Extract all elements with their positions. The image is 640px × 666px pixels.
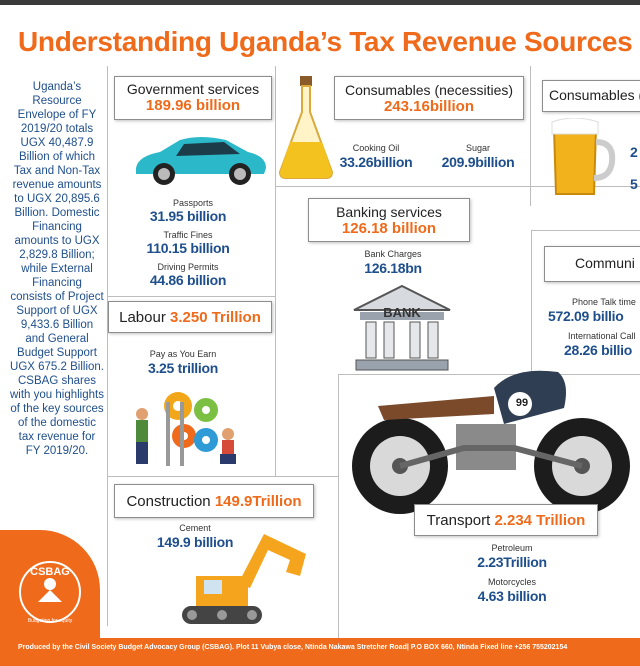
footer: Produced by the Civil Society Budget Adv… — [0, 638, 640, 666]
bank-icon — [353, 284, 451, 371]
motorcycles-value: 4.63 billion — [477, 588, 547, 604]
gears-people-icon — [136, 392, 236, 466]
intro-text: Uganda’s Resource Envelope of FY 2019/20… — [10, 81, 104, 457]
traffic-fines-label: Traffic Fines — [163, 230, 213, 240]
paye-value: 3.25 trillion — [147, 360, 218, 376]
divider — [107, 66, 108, 626]
passports-label: Passports — [172, 198, 214, 208]
paye-label: Pay as You Earn — [149, 349, 217, 359]
oil-flask-icon — [278, 76, 334, 179]
bank-sign: BANK — [383, 305, 421, 320]
csbag-logo-tagline: Budgeting for equity — [27, 618, 73, 624]
construction-header: Construction 149.9Trillion — [114, 484, 314, 518]
international-call-value: 28.26 billio — [564, 342, 632, 358]
divider — [276, 186, 640, 187]
driving-permits-value: 44.86 billion — [149, 272, 227, 288]
labour-total: 3.250 Trillion — [170, 309, 261, 326]
gov-services-heading: Government services — [126, 81, 260, 97]
bank-charges-value: 126.18bn — [364, 260, 422, 276]
transport-total: 2.234 Trillion — [494, 512, 586, 529]
cooking-oil-label: Cooking Oil — [352, 143, 400, 153]
traffic-fines-value: 110.15 billion — [146, 240, 230, 256]
phone-talk-label: Phone Talk time — [572, 297, 636, 307]
communication-heading: Communi — [575, 255, 635, 271]
excavator-icon — [182, 534, 306, 624]
page-title: Understanding Uganda’s Tax Revenue Sourc… — [18, 26, 633, 57]
labour-heading: Labour — [119, 309, 166, 326]
construction-heading: Construction — [126, 493, 211, 510]
divider — [108, 476, 338, 477]
divider — [108, 296, 276, 297]
cement-value: 149.9 billion — [156, 534, 234, 550]
cooking-oil-value: 33.26billion — [339, 154, 413, 170]
sugar-value: 209.9billion — [441, 154, 515, 170]
consumables-total: 243.16billion — [383, 98, 475, 115]
sugar-label: Sugar — [465, 143, 491, 153]
divider — [531, 230, 640, 231]
consumables2-heading: Consumables ( — [549, 87, 640, 103]
divider — [338, 374, 339, 638]
labour-header: Labour 3.250 Trillion — [108, 301, 272, 333]
petroleum-label: Petroleum — [491, 543, 533, 553]
petroleum-value: 2.23Trillion — [477, 554, 547, 570]
passports-value: 31.95 billion — [149, 208, 227, 224]
consumables2-value-2: 5 — [630, 176, 638, 192]
divider — [531, 230, 532, 375]
consumables-heading: Consumables (necessities) — [344, 82, 514, 98]
communication-header: Communi — [544, 246, 640, 282]
divider — [275, 66, 276, 476]
motorcycle-icon — [352, 370, 630, 514]
bike-number: 99 — [515, 397, 529, 409]
top-bar — [0, 0, 640, 5]
transport-header: Transport 2.234 Trillion — [414, 504, 598, 536]
motorcycles-label: Motorcycles — [487, 577, 536, 587]
consumables-header: Consumables (necessities) 243.16billion — [334, 76, 524, 120]
divider — [338, 374, 640, 375]
international-call-label: International Call — [568, 331, 636, 341]
banking-heading: Banking services — [336, 204, 442, 220]
banking-total: 126.18 billion — [341, 220, 437, 237]
csbag-logo-icon — [19, 561, 81, 623]
divider — [530, 66, 531, 206]
construction-total: 149.9Trillion — [214, 493, 302, 510]
beer-mug-icon — [551, 118, 616, 195]
bank-charges-label: Bank Charges — [364, 249, 422, 259]
csbag-logo-name: CSBAG — [30, 566, 70, 578]
car-icon — [136, 137, 266, 185]
gov-services-header: Government services 189.96 billion — [114, 76, 272, 120]
consumables2-value-1: 2 — [630, 144, 638, 160]
banking-header: Banking services 126.18 billion — [308, 198, 470, 242]
gov-services-total: 189.96 billion — [145, 97, 241, 114]
phone-talk-value: 572.09 billio — [548, 308, 624, 324]
driving-permits-label: Driving Permits — [157, 262, 219, 272]
consumables2-header: Consumables ( — [542, 80, 640, 112]
transport-heading: Transport — [426, 512, 491, 529]
cement-label: Cement — [179, 523, 211, 533]
